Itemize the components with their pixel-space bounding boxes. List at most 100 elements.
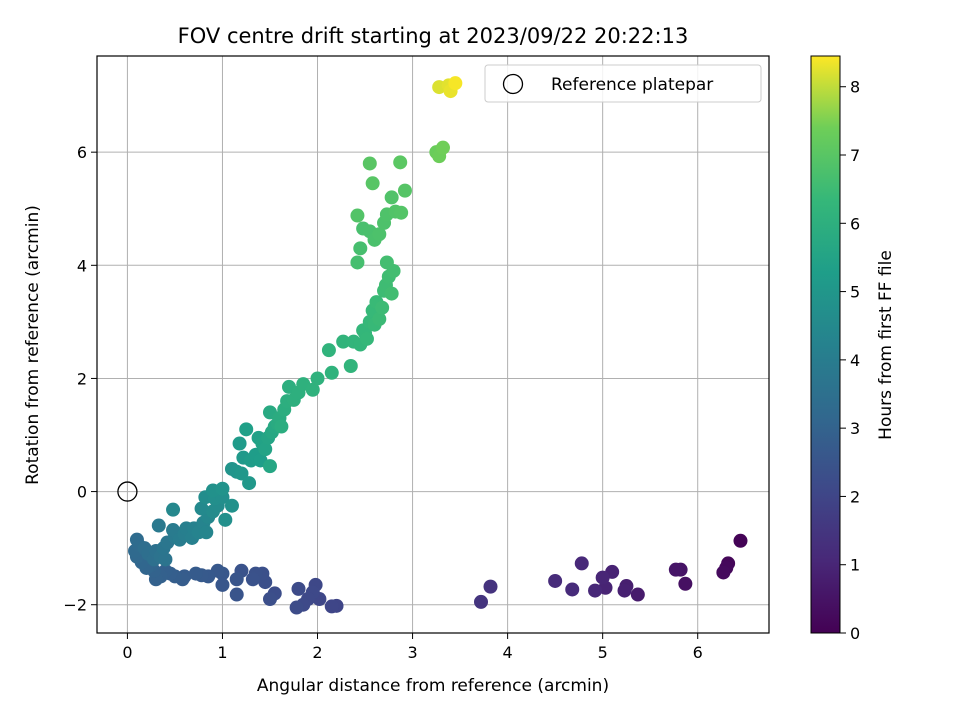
data-point — [588, 583, 603, 598]
data-point — [232, 436, 247, 451]
data-point — [218, 512, 233, 527]
data-point — [242, 476, 257, 491]
x-axis-label: Angular distance from reference (arcmin) — [257, 676, 609, 696]
data-point — [321, 343, 336, 358]
y-tick-label: −2 — [63, 596, 87, 615]
legend-marker-icon — [502, 73, 524, 95]
reference-platepar-marker — [117, 481, 138, 502]
colorbar-tick-label: 6 — [850, 214, 860, 233]
data-point — [234, 466, 249, 481]
data-point — [379, 255, 394, 270]
data-point — [393, 155, 408, 170]
data-point — [350, 255, 365, 270]
data-point — [375, 300, 390, 315]
data-point — [324, 599, 339, 614]
colorbar-tick-label: 8 — [850, 78, 860, 97]
data-point — [372, 227, 387, 242]
x-tick-label: 5 — [598, 643, 608, 662]
x-tick-label: 6 — [693, 643, 703, 662]
data-point — [336, 334, 351, 349]
data-point — [668, 562, 683, 577]
colorbar-tick-label: 7 — [850, 146, 860, 165]
data-point — [435, 140, 450, 155]
data-point — [289, 600, 304, 615]
data-point — [448, 76, 463, 91]
data-point — [384, 190, 399, 205]
data-point — [229, 587, 244, 602]
data-points — [128, 76, 748, 615]
data-point — [394, 205, 409, 220]
data-point — [350, 208, 365, 223]
data-point — [151, 518, 166, 533]
data-point — [258, 442, 273, 457]
data-point — [630, 587, 645, 602]
data-point — [324, 365, 339, 380]
data-point — [365, 176, 380, 191]
colorbar-tick-label: 4 — [850, 351, 860, 370]
colorbar-tick-label: 1 — [850, 556, 860, 575]
data-point — [548, 573, 563, 588]
colorbar-tick-label: 0 — [850, 624, 860, 643]
colorbar-tick-label: 5 — [850, 283, 860, 302]
colorbar-ticks: 0 1 2 3 4 5 6 7 8 — [840, 78, 860, 643]
y-axis-label: Rotation from reference (arcmin) — [23, 205, 43, 485]
data-point — [617, 583, 632, 598]
data-point — [474, 594, 488, 609]
data-point — [483, 579, 498, 594]
x-tick-label: 4 — [503, 643, 513, 662]
data-point — [359, 331, 374, 346]
data-point — [224, 498, 239, 513]
colorbar-tick-label: 3 — [850, 419, 860, 438]
colorbar-gradient — [810, 55, 841, 634]
x-tick-label: 1 — [217, 643, 227, 662]
data-point — [343, 358, 358, 373]
data-point — [305, 382, 320, 397]
data-point — [239, 422, 254, 437]
data-point — [262, 459, 277, 474]
data-point — [353, 241, 368, 256]
data-point — [215, 481, 230, 496]
data-point — [565, 582, 580, 597]
chart-title: FOV centre drift starting at 2023/09/22 … — [178, 24, 689, 48]
data-point — [274, 419, 289, 434]
data-point — [291, 581, 306, 596]
plot-background — [97, 56, 769, 633]
x-tick-label: 0 — [122, 643, 132, 662]
legend-box — [484, 64, 762, 103]
legend-entry-reference-platepar: Reference platepar — [551, 75, 713, 95]
data-point — [166, 502, 181, 517]
x-axis-ticks: 0 1 2 3 4 5 6 — [122, 633, 703, 662]
data-point — [574, 556, 589, 571]
data-point — [384, 286, 399, 301]
data-point — [397, 183, 412, 198]
data-point — [716, 565, 731, 580]
colorbar-label: Hours from first FF file — [876, 250, 896, 440]
legend: Reference platepar — [484, 64, 762, 103]
plot-frame — [96, 55, 770, 634]
y-tick-label: 2 — [77, 369, 87, 388]
data-point — [595, 570, 610, 585]
data-point — [733, 533, 748, 548]
colorbar-tick-label: 2 — [850, 487, 860, 506]
data-point — [678, 576, 693, 591]
data-point — [229, 572, 244, 587]
gridlines — [97, 56, 769, 633]
x-tick-label: 3 — [407, 643, 417, 662]
y-tick-label: 6 — [77, 143, 87, 162]
data-point — [372, 312, 387, 327]
data-point — [262, 592, 277, 607]
y-axis-ticks: −2 0 2 4 6 — [63, 143, 97, 615]
data-point — [194, 501, 209, 516]
data-point — [199, 525, 214, 540]
x-tick-label: 2 — [312, 643, 322, 662]
colorbar: 0 1 2 3 4 5 6 7 8 Hours from first FF file — [810, 55, 896, 643]
data-point — [310, 371, 325, 386]
data-point — [215, 577, 230, 592]
y-tick-label: 4 — [77, 256, 87, 275]
data-point — [245, 572, 260, 587]
data-point — [188, 566, 203, 581]
data-point — [362, 156, 377, 171]
data-point — [158, 552, 173, 567]
y-tick-label: 0 — [77, 483, 87, 502]
